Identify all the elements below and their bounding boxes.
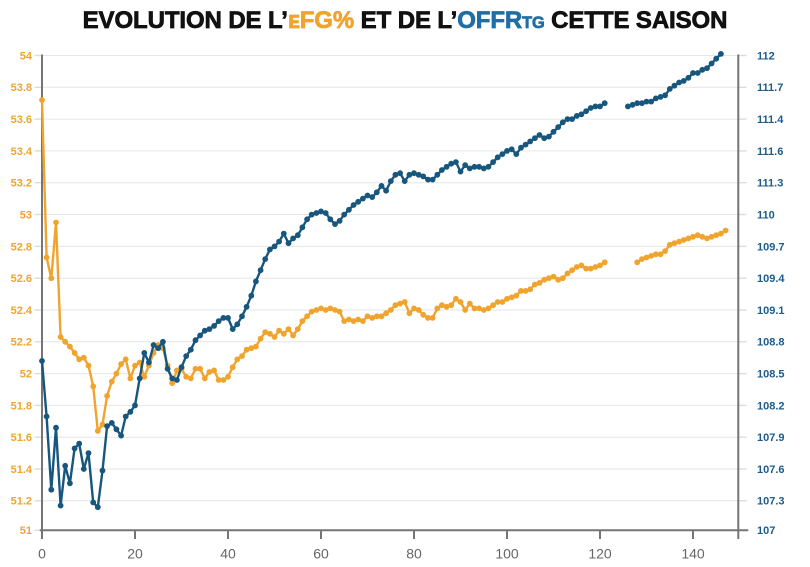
svg-text:100: 100: [495, 546, 519, 562]
svg-text:111.6: 111.6: [757, 146, 783, 158]
svg-text:109.4: 109.4: [757, 273, 785, 285]
svg-text:54: 54: [20, 50, 33, 62]
svg-text:51: 51: [20, 525, 32, 537]
svg-text:51.6: 51.6: [11, 432, 32, 444]
svg-text:52.8: 52.8: [11, 241, 32, 253]
svg-text:107: 107: [757, 525, 775, 537]
svg-text:53.8: 53.8: [11, 82, 32, 94]
svg-text:51.2: 51.2: [11, 496, 32, 508]
svg-text:108.5: 108.5: [757, 369, 785, 381]
svg-text:107.6: 107.6: [757, 464, 785, 476]
svg-text:80: 80: [406, 546, 422, 562]
svg-text:51.8: 51.8: [11, 400, 32, 412]
svg-text:60: 60: [313, 546, 329, 562]
svg-text:107.3: 107.3: [757, 496, 785, 508]
svg-text:108.2: 108.2: [757, 400, 785, 412]
svg-text:53: 53: [20, 209, 32, 221]
svg-text:111.4: 111.4: [757, 114, 784, 126]
svg-text:40: 40: [220, 546, 236, 562]
svg-text:52.6: 52.6: [11, 273, 32, 285]
svg-text:0: 0: [38, 546, 46, 562]
svg-text:51.4: 51.4: [11, 464, 33, 476]
svg-text:112: 112: [757, 50, 775, 62]
svg-text:20: 20: [127, 546, 143, 562]
svg-text:140: 140: [681, 546, 705, 562]
svg-text:111.7: 111.7: [757, 82, 783, 94]
svg-text:107.9: 107.9: [757, 432, 785, 444]
svg-text:120: 120: [588, 546, 612, 562]
svg-text:53.4: 53.4: [11, 146, 33, 158]
svg-text:52.4: 52.4: [11, 305, 33, 317]
svg-text:109.1: 109.1: [757, 305, 785, 317]
svg-text:53.6: 53.6: [11, 114, 32, 126]
svg-text:52.2: 52.2: [11, 337, 32, 349]
svg-text:53.2: 53.2: [11, 178, 32, 190]
svg-text:108.8: 108.8: [757, 337, 785, 349]
svg-text:110: 110: [757, 209, 775, 221]
svg-text:109.7: 109.7: [757, 241, 785, 253]
svg-text:111.3: 111.3: [757, 178, 783, 190]
svg-text:52: 52: [20, 369, 32, 381]
